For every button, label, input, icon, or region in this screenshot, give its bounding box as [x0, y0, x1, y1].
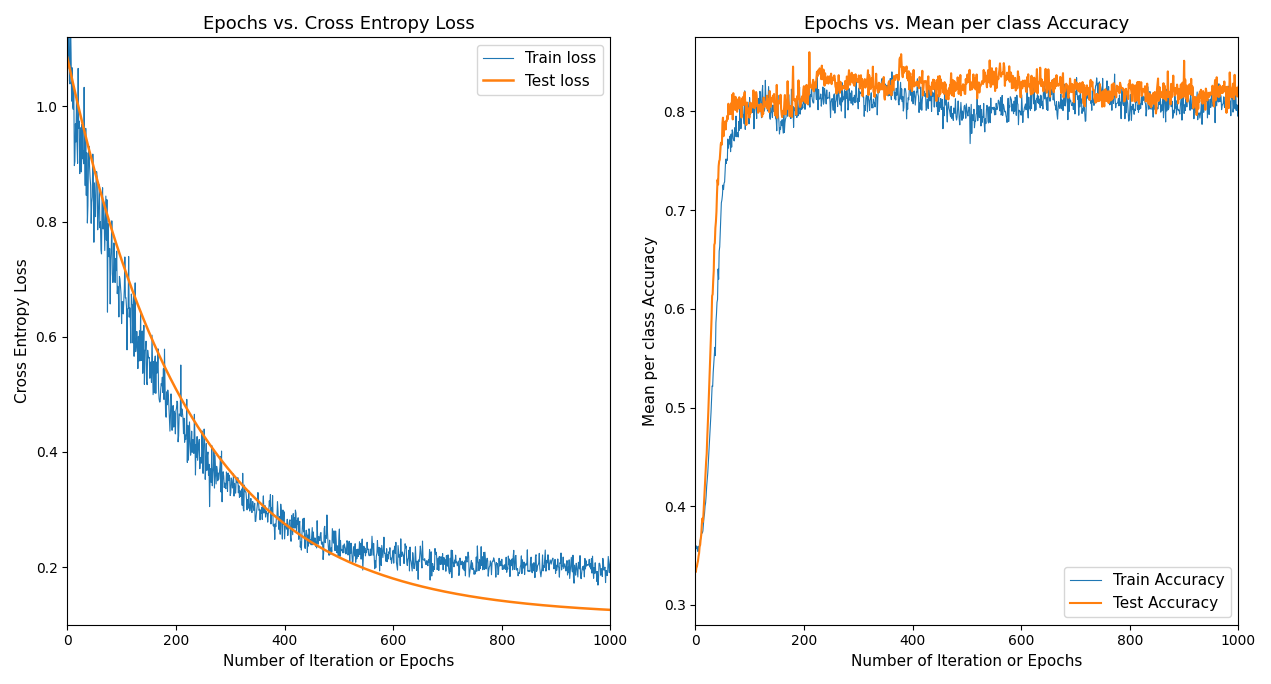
Test Accuracy: [722, 110, 737, 118]
Test Accuracy: [798, 83, 813, 92]
Train loss: [93, 246, 108, 254]
Train Accuracy: [1230, 102, 1246, 110]
Test loss: [602, 606, 618, 614]
Train Accuracy: [688, 549, 703, 557]
Test Accuracy: [1132, 78, 1148, 86]
Test Accuracy: [802, 48, 817, 56]
Train loss: [61, 16, 76, 24]
Train loss: [170, 438, 186, 446]
Legend: Train loss, Test loss: Train loss, Test loss: [477, 45, 602, 95]
Train loss: [602, 555, 618, 564]
Test Accuracy: [1205, 83, 1220, 91]
Train loss: [590, 581, 605, 589]
Title: Epochs vs. Mean per class Accuracy: Epochs vs. Mean per class Accuracy: [805, 15, 1130, 33]
Y-axis label: Mean per class Accuracy: Mean per class Accuracy: [643, 236, 658, 426]
Train loss: [483, 560, 498, 568]
Test loss: [60, 53, 75, 62]
X-axis label: Number of Iteration or Epochs: Number of Iteration or Epochs: [852, 654, 1083, 669]
Train Accuracy: [798, 81, 813, 90]
Train Accuracy: [1205, 102, 1220, 110]
Train Accuracy: [885, 68, 900, 76]
Test Accuracy: [1169, 90, 1185, 98]
Y-axis label: Cross Entropy Loss: Cross Entropy Loss: [15, 259, 31, 404]
Line: Train Accuracy: Train Accuracy: [695, 72, 1238, 553]
Test Accuracy: [1112, 89, 1127, 97]
Test loss: [170, 388, 186, 396]
Train loss: [60, 38, 75, 46]
Line: Test Accuracy: Test Accuracy: [695, 52, 1238, 572]
Train Accuracy: [1131, 96, 1146, 105]
Train loss: [503, 556, 519, 564]
X-axis label: Number of Iteration or Epochs: Number of Iteration or Epochs: [224, 654, 455, 669]
Train Accuracy: [721, 144, 736, 153]
Train Accuracy: [1168, 103, 1183, 111]
Test Accuracy: [688, 568, 703, 576]
Test loss: [540, 601, 555, 609]
Line: Test loss: Test loss: [67, 57, 610, 610]
Test loss: [576, 604, 591, 612]
Test Accuracy: [688, 567, 703, 575]
Test loss: [93, 187, 108, 196]
Train Accuracy: [1111, 102, 1126, 110]
Legend: Train Accuracy, Test Accuracy: Train Accuracy, Test Accuracy: [1064, 567, 1230, 617]
Line: Train loss: Train loss: [67, 20, 610, 585]
Title: Epochs vs. Cross Entropy Loss: Epochs vs. Cross Entropy Loss: [203, 15, 475, 33]
Test loss: [503, 598, 519, 606]
Train loss: [577, 573, 592, 581]
Test Accuracy: [1230, 83, 1246, 91]
Test loss: [483, 595, 498, 603]
Train loss: [540, 551, 555, 559]
